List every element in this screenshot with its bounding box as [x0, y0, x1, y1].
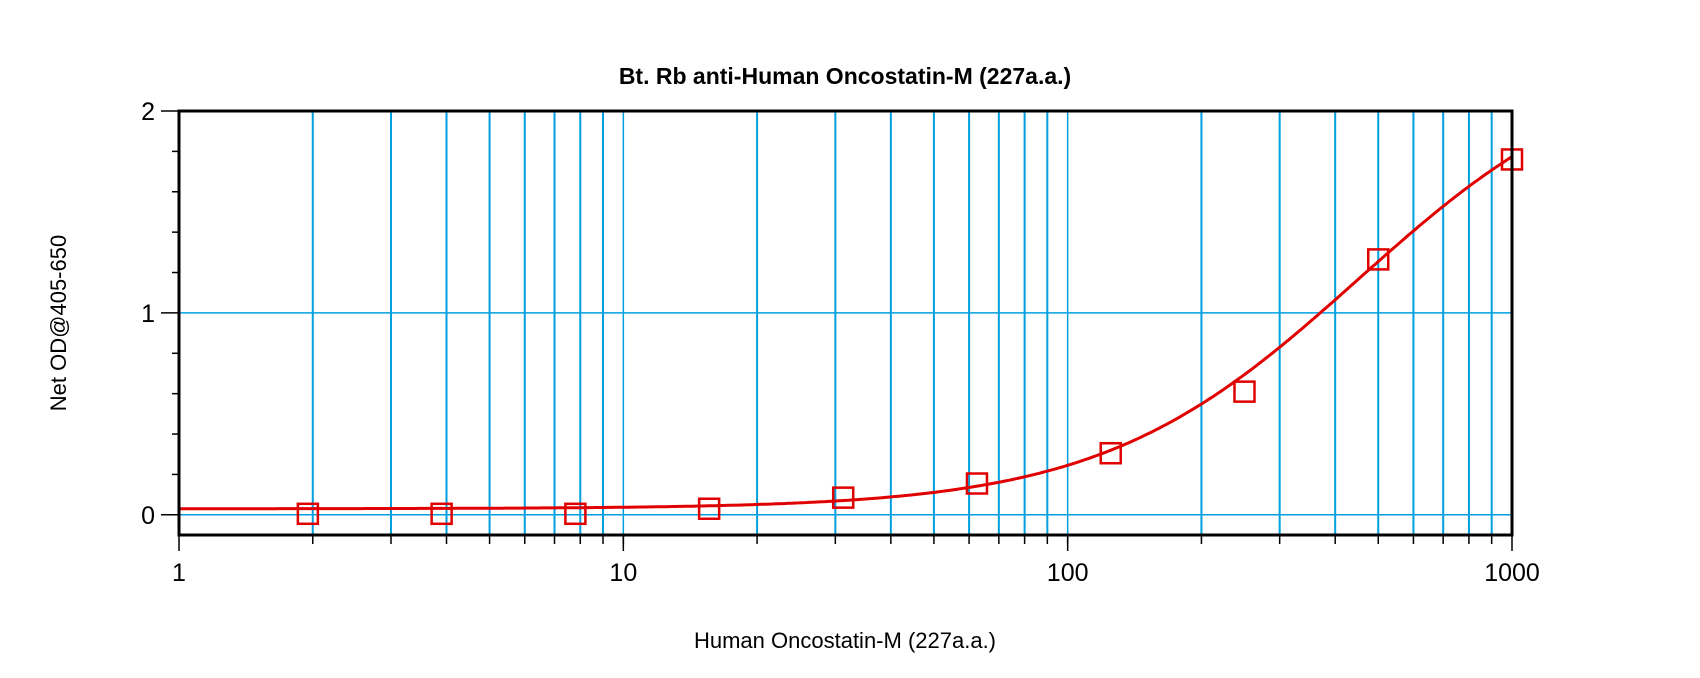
data-point — [965, 472, 989, 495]
x-tick-label: 1000 — [1484, 559, 1540, 587]
data-point — [564, 502, 587, 526]
data-points — [296, 148, 1524, 526]
x-tick-label: 100 — [1047, 559, 1089, 587]
fit-curve — [179, 155, 1513, 511]
data-point — [296, 502, 320, 526]
data-point — [430, 502, 453, 526]
y-tick-label: 0 — [141, 502, 155, 530]
x-tick-label: 1 — [172, 559, 186, 587]
plot-frame — [177, 109, 1514, 537]
fit-curve-group — [179, 155, 1513, 511]
x-tick-label: 10 — [609, 559, 637, 587]
y-tick-label: 2 — [141, 98, 155, 126]
chart-title: Bt. Rb anti-Human Oncostatin-M (227a.a.) — [619, 63, 1071, 89]
y-tick-label: 1 — [141, 300, 155, 328]
data-point — [697, 497, 721, 521]
data-point — [1099, 441, 1122, 465]
x-axis-label: Human Oncostatin-M (227a.a.) — [694, 628, 996, 653]
axis-ticks: 0 1 2 1 10 100 1000 — [141, 98, 1540, 587]
grid — [179, 111, 1512, 535]
data-point — [831, 486, 855, 509]
data-point — [1233, 380, 1256, 403]
data-point — [1366, 248, 1390, 271]
y-axis-label: Net OD@405-650 — [46, 235, 71, 411]
